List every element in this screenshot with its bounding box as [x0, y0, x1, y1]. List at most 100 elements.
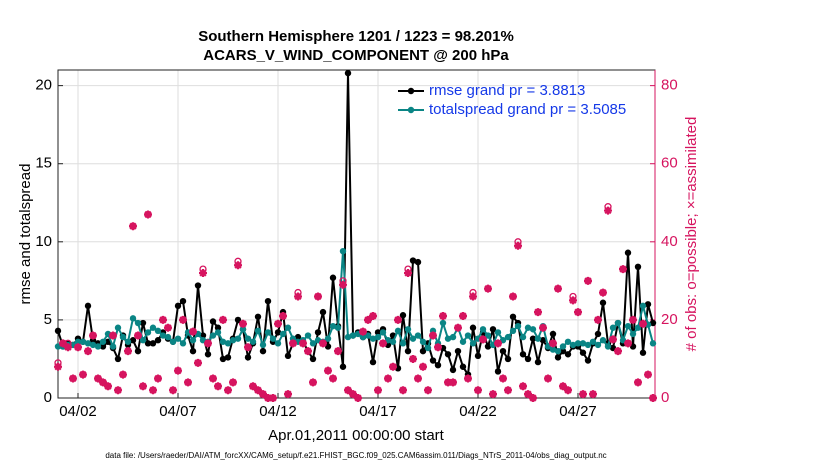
data-point — [269, 335, 277, 342]
data-point — [509, 313, 517, 320]
data-point — [414, 332, 422, 339]
data-point — [259, 341, 267, 349]
data-point — [179, 340, 187, 347]
data-point — [519, 351, 527, 358]
data-point — [554, 354, 562, 361]
assimilated-marker — [264, 394, 272, 402]
assimilated-marker — [79, 370, 87, 379]
assimilated-marker — [84, 347, 92, 356]
data-point — [574, 340, 582, 347]
assimilated-marker — [614, 347, 622, 356]
y-axis-label: rmse and totalspread — [17, 164, 34, 305]
data-point — [584, 357, 592, 364]
data-point — [424, 344, 432, 352]
assimilated-marker — [319, 339, 327, 348]
data-point — [259, 347, 267, 355]
data-point — [159, 332, 167, 339]
assimilated-marker — [394, 315, 402, 324]
assimilated-marker — [549, 339, 557, 348]
data-point — [549, 330, 557, 338]
assimilated-marker — [269, 394, 277, 402]
data-point — [199, 337, 207, 344]
data-point — [599, 299, 607, 306]
data-point — [379, 329, 387, 336]
assimilated-marker — [379, 339, 387, 348]
data-point — [189, 347, 197, 355]
assimilated-marker — [499, 374, 507, 383]
assimilated-marker — [279, 312, 287, 320]
data-point — [544, 343, 552, 350]
assimilated-marker — [359, 327, 367, 336]
data-point — [634, 324, 642, 331]
assimilated-marker — [619, 265, 627, 274]
assimilated-marker — [74, 343, 82, 352]
assimilated-marker — [604, 206, 612, 215]
data-point — [54, 343, 62, 350]
data-point — [399, 340, 407, 347]
data-point — [649, 319, 657, 327]
assimilated-marker — [219, 315, 227, 324]
data-point — [174, 302, 182, 310]
assimilated-marker — [89, 331, 97, 340]
data-point — [219, 355, 227, 363]
data-point — [434, 362, 442, 369]
data-point — [469, 324, 477, 331]
assimilated-marker — [184, 378, 192, 387]
data-point — [144, 340, 152, 347]
data-point — [339, 363, 347, 370]
data-point — [264, 297, 272, 305]
data-point — [609, 324, 617, 331]
assimilated-marker — [454, 323, 462, 332]
data-point — [344, 333, 352, 341]
data-point — [99, 343, 107, 350]
chart-subtitle: ACARS_V_WIND_COMPONENT @ 200 hPa — [203, 47, 509, 64]
data-point — [244, 354, 252, 361]
data-point — [374, 333, 382, 341]
assimilated-marker — [199, 269, 207, 278]
assimilated-marker — [144, 210, 152, 219]
assimilated-marker — [444, 378, 452, 387]
assimilated-marker — [354, 394, 362, 402]
data-point — [179, 297, 187, 305]
legend-marker — [407, 106, 415, 114]
assimilated-marker — [119, 370, 127, 379]
data-point — [79, 338, 87, 345]
assimilated-marker — [274, 319, 282, 328]
data-point — [419, 347, 427, 355]
assimilated-marker — [484, 284, 492, 293]
assimilated-marker — [139, 382, 147, 391]
y-tick-label: 5 — [44, 311, 52, 328]
data-point — [629, 330, 637, 338]
data-point — [584, 341, 592, 349]
assimilated-marker — [69, 374, 77, 383]
y-tick-label: 15 — [35, 155, 52, 172]
data-point — [459, 338, 467, 345]
y2-tick-label: 60 — [661, 155, 678, 172]
data-point — [364, 332, 372, 339]
chart-title: Southern Hemisphere 1201 / 1223 = 98.201… — [198, 28, 514, 45]
data-point — [394, 327, 402, 335]
data-point — [214, 329, 222, 336]
assimilated-marker — [649, 394, 657, 402]
assimilated-marker — [494, 339, 502, 348]
data-point — [124, 338, 132, 345]
data-point — [529, 326, 537, 333]
data-point — [119, 333, 127, 341]
data-point — [264, 329, 272, 336]
data-point — [284, 324, 292, 331]
data-point — [114, 355, 122, 363]
assimilated-marker — [399, 386, 407, 395]
data-point — [334, 324, 342, 331]
assimilated-marker — [534, 308, 542, 317]
assimilated-marker — [579, 390, 587, 399]
assimilated-marker — [324, 366, 332, 375]
data-point — [154, 337, 162, 344]
assimilated-marker — [174, 366, 182, 375]
data-point — [639, 302, 647, 310]
data-point — [349, 332, 357, 339]
assimilated-marker — [314, 292, 322, 301]
data-point — [459, 363, 467, 370]
data-point — [169, 338, 177, 345]
data-point — [504, 355, 512, 363]
